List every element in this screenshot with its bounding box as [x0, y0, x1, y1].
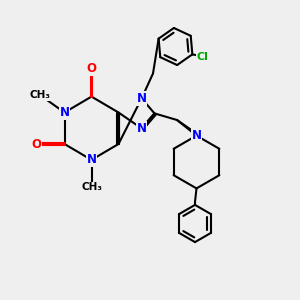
Text: N: N [136, 92, 147, 105]
Text: N: N [59, 106, 70, 119]
Text: N: N [86, 153, 97, 167]
Text: CH₃: CH₃ [81, 182, 102, 193]
Text: O: O [86, 62, 97, 75]
Text: Cl: Cl [197, 52, 209, 62]
Text: CH₃: CH₃ [30, 90, 51, 100]
Text: N: N [136, 122, 147, 135]
Text: N: N [191, 129, 202, 142]
Text: O: O [32, 137, 42, 151]
